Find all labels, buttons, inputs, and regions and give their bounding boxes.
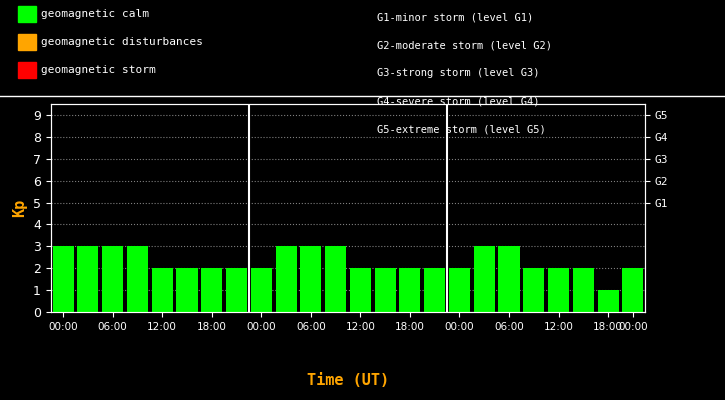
Text: geomagnetic storm: geomagnetic storm — [41, 65, 156, 75]
Bar — [622, 268, 643, 312]
Bar — [499, 246, 520, 312]
Bar — [523, 268, 544, 312]
Bar — [548, 268, 569, 312]
Text: geomagnetic disturbances: geomagnetic disturbances — [41, 37, 203, 47]
Bar — [276, 246, 297, 312]
Bar — [152, 268, 173, 312]
Bar — [102, 246, 123, 312]
Y-axis label: Kp: Kp — [12, 199, 28, 217]
Bar — [399, 268, 420, 312]
Bar — [176, 268, 197, 312]
Bar — [325, 246, 346, 312]
Text: G2-moderate storm (level G2): G2-moderate storm (level G2) — [377, 40, 552, 50]
Text: G1-minor storm (level G1): G1-minor storm (level G1) — [377, 12, 534, 22]
Bar — [300, 246, 321, 312]
Bar — [350, 268, 371, 312]
Text: Time (UT): Time (UT) — [307, 373, 389, 388]
Text: G3-strong storm (level G3): G3-strong storm (level G3) — [377, 68, 539, 78]
Bar — [78, 246, 99, 312]
Bar — [53, 246, 74, 312]
Text: G5-extreme storm (level G5): G5-extreme storm (level G5) — [377, 124, 546, 134]
Bar — [573, 268, 594, 312]
Text: geomagnetic calm: geomagnetic calm — [41, 9, 149, 19]
Bar — [226, 268, 247, 312]
Text: G4-severe storm (level G4): G4-severe storm (level G4) — [377, 96, 539, 106]
Bar — [449, 268, 470, 312]
Bar — [473, 246, 494, 312]
Bar — [597, 290, 618, 312]
Bar — [424, 268, 445, 312]
Bar — [251, 268, 272, 312]
Bar — [375, 268, 396, 312]
Bar — [127, 246, 148, 312]
Bar — [202, 268, 223, 312]
